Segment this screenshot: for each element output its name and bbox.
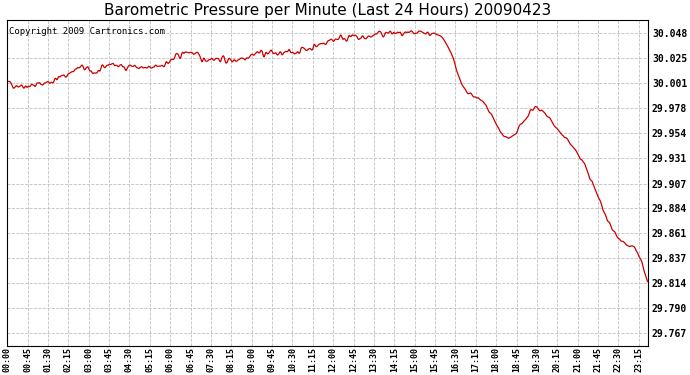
Text: Copyright 2009 Cartronics.com: Copyright 2009 Cartronics.com	[8, 27, 164, 36]
Title: Barometric Pressure per Minute (Last 24 Hours) 20090423: Barometric Pressure per Minute (Last 24 …	[104, 3, 551, 18]
